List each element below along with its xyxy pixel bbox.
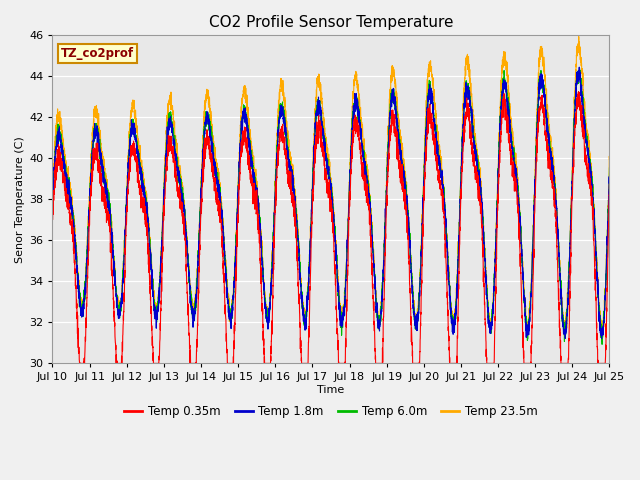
Line: Temp 23.5m: Temp 23.5m [52,36,609,336]
Line: Temp 1.8m: Temp 1.8m [52,67,609,338]
Temp 1.8m [575,64,583,70]
Temp 6.0m [456,211,463,217]
Temp 0.35m [488,360,495,366]
Line: Temp 0.35m: Temp 0.35m [52,92,609,363]
Temp 23.5m [561,333,568,338]
Text: TZ_co2prof: TZ_co2prof [61,47,134,60]
Temp 1.8m [598,336,605,341]
Temp 1.8m [148,282,156,288]
Temp 0.35m [149,344,157,349]
Line: Temp 6.0m: Temp 6.0m [52,70,609,344]
Temp 0.35m [425,109,433,115]
Temp 0.35m [310,163,318,168]
Temp 6.0m [576,67,584,73]
Temp 23.5m [575,34,582,39]
Title: CO2 Profile Sensor Temperature: CO2 Profile Sensor Temperature [209,15,453,30]
Temp 6.0m [148,287,156,293]
Temp 6.0m [605,165,613,171]
X-axis label: Time: Time [317,385,344,395]
Temp 1.8m [49,203,56,209]
Temp 6.0m [425,92,433,98]
Temp 6.0m [310,150,318,156]
Temp 1.8m [310,148,318,154]
Temp 6.0m [49,202,56,208]
Temp 6.0m [605,189,612,195]
Legend: Temp 0.35m, Temp 1.8m, Temp 6.0m, Temp 23.5m: Temp 0.35m, Temp 1.8m, Temp 6.0m, Temp 2… [120,401,542,423]
Temp 0.35m [76,360,83,366]
Temp 23.5m [425,62,433,68]
Temp 6.0m [598,341,606,347]
Temp 23.5m [605,178,612,183]
Temp 23.5m [148,280,156,286]
Temp 1.8m [605,187,612,193]
Temp 0.35m [49,208,56,214]
Temp 1.8m [425,93,433,99]
Temp 23.5m [456,208,463,214]
Temp 23.5m [488,317,495,323]
Temp 6.0m [488,330,495,336]
Y-axis label: Senor Temperature (C): Senor Temperature (C) [15,136,25,263]
Temp 23.5m [605,156,613,162]
Temp 23.5m [310,131,318,136]
Temp 1.8m [456,217,463,223]
Temp 0.35m [605,182,613,188]
Temp 1.8m [605,175,613,181]
Temp 1.8m [488,326,495,332]
Temp 0.35m [605,202,612,208]
Temp 0.35m [456,224,463,230]
Temp 23.5m [49,196,56,202]
Temp 0.35m [575,89,582,95]
